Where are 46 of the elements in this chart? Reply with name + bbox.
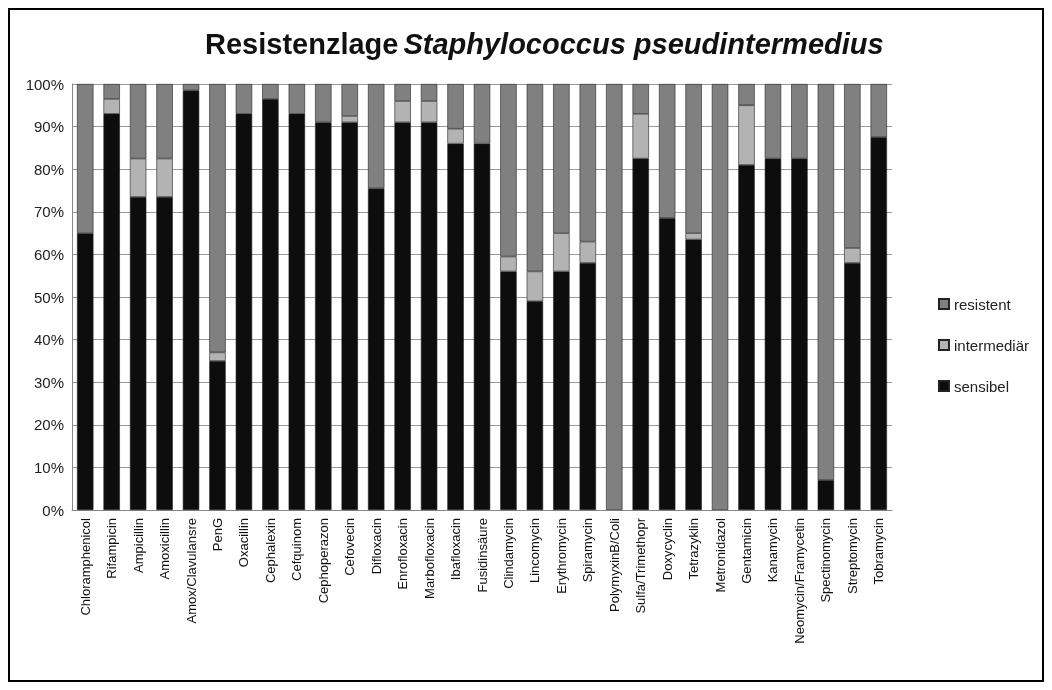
x-tick-label: Marbofloxacin (421, 518, 437, 599)
y-tick-label: 100% (25, 75, 64, 93)
y-tick-label: 10% (33, 458, 64, 476)
x-tick-label: Kanamycin (765, 518, 781, 583)
x-tick-label: Erythromycin (553, 518, 569, 594)
x-tick-label: Clindamycin (500, 518, 516, 589)
y-tick-label: 50% (33, 288, 64, 306)
x-tick-label: Lincomycin (527, 518, 543, 584)
legend-label: resistent (953, 295, 1012, 313)
y-tick-label: 40% (33, 331, 64, 349)
x-tick-label: Cephoperazon (315, 518, 331, 604)
legend-label: sensibel (953, 377, 1010, 395)
x-tick-label: Streptomycin (844, 518, 860, 594)
x-tick-label: Enrofloxacin (395, 518, 411, 590)
x-tick-label: Cephalexin (262, 518, 278, 584)
y-tick-label: 30% (33, 373, 64, 391)
legend-label: intermediär (953, 336, 1029, 354)
x-tick-label: Fusidinsäure (474, 518, 490, 593)
x-tick-label: Ampicillin (130, 518, 146, 573)
x-tick-label: Chloramphenicol (77, 517, 93, 616)
x-tick-label: Oxacillin (236, 518, 252, 568)
x-tick-label: Ibafloxacin (448, 518, 464, 581)
x-tick-label: Doxycyclin (659, 518, 675, 581)
x-tick-label: Tobramycin (871, 518, 887, 585)
y-tick-label: 60% (33, 245, 64, 263)
x-tick-label: Sulfa/Trimethopr (633, 517, 649, 614)
x-tick-label: Difloxacin (368, 518, 384, 575)
x-tick-label: Neomycin/Framycetin (791, 518, 807, 644)
y-tick-label: 20% (33, 416, 64, 434)
x-tick-label: Rifampicin (104, 518, 120, 579)
x-tick-label: Gentamicin (739, 518, 755, 584)
x-tick-label: PolymyxinB/Coli (606, 517, 622, 612)
y-tick-label: 80% (33, 160, 64, 178)
x-tick-label: PenG (209, 518, 225, 552)
x-tick-label: Amoxicillin (157, 518, 173, 580)
x-tick-label: Spiramycin (580, 518, 596, 583)
x-tick-label: Metronidazol (712, 517, 728, 593)
y-tick-label: 0% (42, 501, 64, 519)
chart-title: Resistenzlage Staphylococcus pseudintermedius (205, 27, 884, 60)
y-tick-label: 90% (33, 118, 64, 136)
x-tick-label: Cefovecin (342, 518, 358, 576)
x-tick-label: Cefquinom (289, 518, 305, 581)
x-tick-label: Spectinomycin (818, 518, 834, 603)
y-tick-label: 70% (33, 203, 64, 221)
x-tick-label: Tetrazyklin (686, 518, 702, 580)
x-tick-label: Amox/Clavulansre (183, 518, 199, 624)
